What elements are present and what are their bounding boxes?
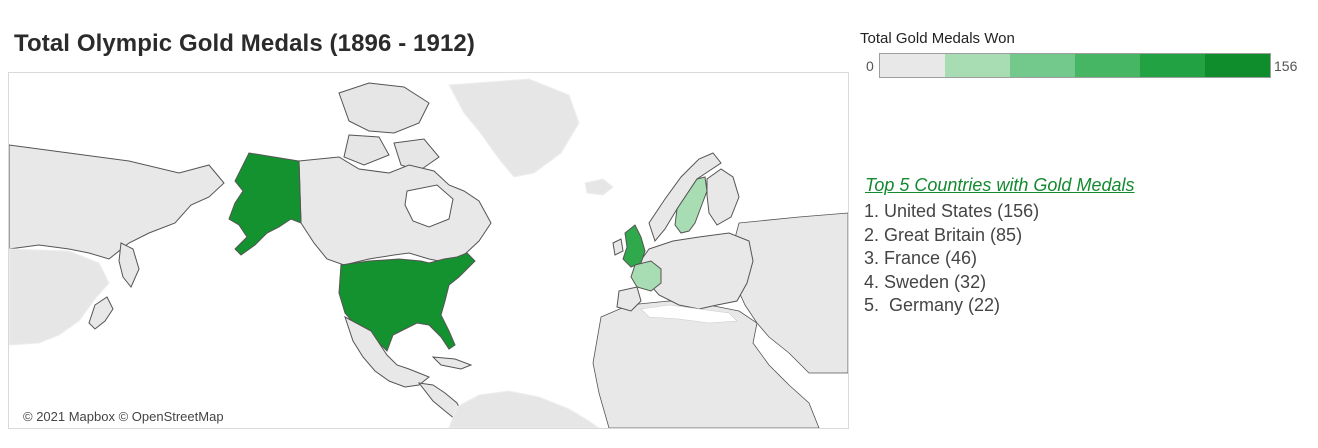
mexico [344, 315, 430, 388]
country-alaska [228, 152, 302, 256]
legend-segment [1010, 54, 1075, 77]
ireland [612, 238, 624, 256]
legend-min-label: 0 [866, 58, 874, 74]
hudson-bay [404, 184, 454, 228]
finland [706, 168, 740, 226]
greenland [448, 78, 580, 178]
list-item: 1. United States (156) [864, 201, 1040, 221]
cuba [431, 356, 473, 370]
legend-max-label: 156 [1274, 58, 1298, 74]
legend-segment [1205, 54, 1270, 77]
list-item: 3. France (46) [864, 248, 978, 268]
legend-segment [1075, 54, 1140, 77]
top5-title: Top 5 Countries with Gold Medals [865, 175, 1135, 195]
iberia [616, 286, 642, 312]
legend-segment [880, 54, 945, 77]
color-legend-bar [879, 53, 1271, 78]
canadian-arctic-islands [338, 82, 440, 172]
country-france [630, 260, 662, 292]
map-attribution[interactable]: © 2021 Mapbox © OpenStreetMap [21, 409, 226, 424]
list-item: 4. Sweden (32) [864, 271, 987, 292]
south-america [448, 390, 600, 428]
canada [298, 156, 492, 266]
legend-title: Total Gold Medals Won [860, 30, 1015, 47]
russia-far-east [9, 144, 225, 260]
country-sweden [674, 176, 708, 234]
mediterranean-sea [640, 304, 738, 324]
iceland [584, 178, 614, 196]
page-title: Total Olympic Gold Medals (1896 - 1912) [14, 30, 475, 57]
top5-list: 1. United States (156) 2. Great Britain … [864, 200, 1039, 318]
map-view[interactable]: © 2021 Mapbox © OpenStreetMap [8, 72, 849, 429]
legend-segment [1140, 54, 1205, 77]
map-canvas[interactable] [9, 73, 848, 428]
asia-base [9, 248, 110, 346]
list-item: 2. Great Britain (85) [864, 224, 1023, 245]
japan [88, 296, 114, 330]
legend-segment [945, 54, 1010, 77]
kamchatka [118, 242, 140, 288]
list-item: 5. Germany (22) [864, 295, 1001, 315]
